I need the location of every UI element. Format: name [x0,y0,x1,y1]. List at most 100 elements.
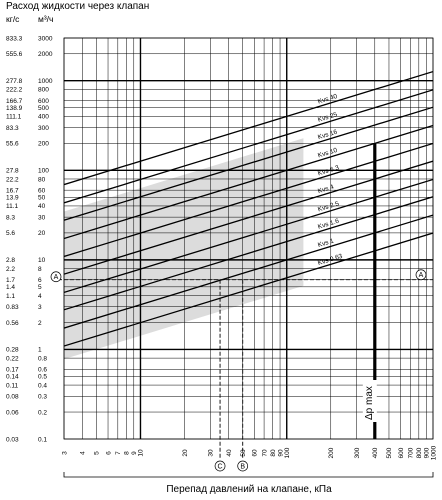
annotation-marker-c [214,460,226,472]
y-tick-label-m3h: 0.1 [38,436,47,443]
y-tick-label-m3h: 0.2 [38,409,47,416]
x-tick-label: 400 [372,447,379,458]
y-tick-label-m3h: 800 [38,87,49,94]
x-tick-label: 7 [115,451,122,455]
y-tick-label-m3h: 5 [38,284,42,291]
y-tick-label-m3h: 4 [38,293,42,300]
kvs-line [64,106,433,221]
y-tick-label-m3h: 400 [38,114,49,121]
y-tick-label-kgs: 111.1 [6,114,22,121]
y-tick-label-kgs: 0.03 [6,436,19,443]
y-tick-label-kgs: 2.2 [6,266,15,273]
y-tick-label-kgs: 0.08 [6,394,19,401]
annotation-label-a: A [54,274,59,281]
x-tick-label: 5 [94,451,101,455]
y-tick-label-m3h: 0.6 [38,367,47,374]
y-tick-label-m3h: 0.3 [38,394,47,401]
kvs-line [64,70,433,186]
x-tick-label: 6 [105,451,112,455]
y-tick-label-m3h: 1000 [38,78,53,85]
y-tick-label-kgs: 0.83 [6,304,19,311]
x-tick-label: 70 [261,449,268,457]
y-tick-label-kgs: 555.6 [6,51,23,58]
annotation-marker-b [237,460,249,472]
y-tick-label-kgs: 166.7 [6,98,23,105]
x-tick-label: 900 [424,447,431,458]
y-tick-label-kgs: 16.7 [6,187,19,194]
y-tick-label-m3h: 100 [38,168,49,175]
kvs-line [64,160,433,275]
chart-title: Расход жидкости через клапан [6,1,150,12]
dp-max-label: Δp max [364,386,375,420]
x-tick-label: 8 [124,451,131,455]
annotation-label-b: B [240,464,245,471]
y-tick-label-m3h: 500 [38,105,49,112]
y-tick-label-m3h: 80 [38,176,46,183]
y-tick-label-kgs: 222.2 [6,87,23,94]
y-tick-label-m3h: 300 [38,125,49,132]
y-tick-label-m3h: 50 [38,195,46,202]
y-tick-label-m3h: 10 [38,257,46,264]
y-tick-label-kgs: 1.7 [6,277,15,284]
kvs-line [64,232,433,347]
annotation-marker-a [50,271,62,283]
y-tick-label-kgs: 27.8 [6,168,19,175]
x-axis-label: Перепад давлений на клапане, кПа [166,484,332,495]
kvs-line [64,214,433,329]
x-tick-label: 800 [416,447,423,458]
y-tick-label-kgs: 0.17 [6,367,19,374]
y-tick-label-kgs: 8.3 [6,214,15,221]
y-tick-label-m3h: 2000 [38,51,53,58]
left-axis-unit: кг/с [6,14,20,24]
y-tick-label-kgs: 55.6 [6,141,19,148]
y-tick-label-kgs: 0.14 [6,374,19,381]
y-tick-label-m3h: 200 [38,141,49,148]
kvs-line [64,89,433,204]
y-tick-label-m3h: 0.5 [38,374,47,381]
y-tick-label-m3h: 8 [38,266,42,273]
x-tick-label: 100 [284,447,291,458]
y-tick-label-kgs: 83.3 [6,125,19,132]
y-tick-label-kgs: 833.3 [6,35,23,42]
x-tick-label: 300 [354,447,361,458]
series-group [64,70,433,347]
x-tick-label: 10 [138,449,145,457]
x-tick-label: 50 [240,449,247,457]
x-tick-label: 1000 [430,445,437,460]
kvs-line [64,142,433,258]
x-tick-label: 4 [80,451,87,455]
y-tick-label-m3h: 40 [38,203,46,210]
y-tick-label-m3h: 600 [38,98,49,105]
x-tick-label: 700 [408,447,415,458]
y-tick-label-m3h: 1 [38,347,42,354]
y-tick-label-kgs: 0.28 [6,347,19,354]
y-tick-label-kgs: 138.9 [6,105,23,112]
y-tick-label-m3h: 2 [38,320,42,327]
y-tick-label-m3h: 3 [38,304,42,311]
right-axis-unit: м³/ч [38,14,54,24]
dp-max-label-bg [362,380,377,422]
y-tick-label-kgs: 0.22 [6,355,19,362]
y-tick-label-kgs: 0.06 [6,409,19,416]
y-tick-label-m3h: 30 [38,214,46,221]
x-tick-label: 3 [61,451,68,455]
x-tick-label: 40 [226,449,233,457]
y-tick-label-kgs: 277.8 [6,78,23,85]
x-tick-label: 200 [328,447,335,458]
series-label: Kvs 4 [317,184,335,196]
y-tick-label-kgs: 1.1 [6,293,15,300]
annotation-label-c: C [218,464,223,471]
kvs-line [64,178,433,294]
y-tick-label-kgs: 5.6 [6,230,15,237]
x-axis-bracket [63,472,434,478]
y-tick-label-m3h: 3000 [38,35,53,42]
y-tick-label-kgs: 13.9 [6,195,19,202]
x-tick-label: 60 [252,449,259,457]
x-tick-label: 80 [270,449,277,457]
annotation-marker-a [415,269,427,281]
y-tick-label-m3h: 60 [38,187,46,194]
y-tick-label-kgs: 0.56 [6,320,19,327]
x-tick-label: 30 [208,449,215,457]
y-tick-label-kgs: 22.2 [6,176,19,183]
